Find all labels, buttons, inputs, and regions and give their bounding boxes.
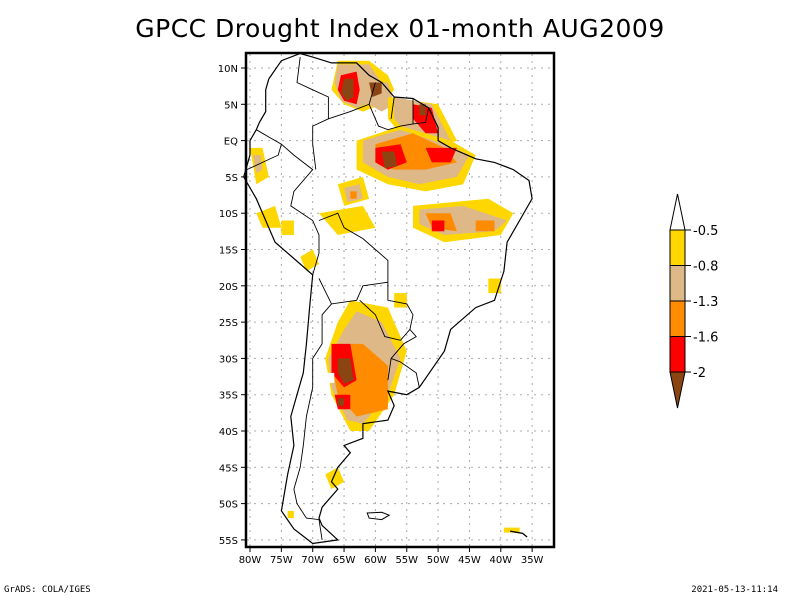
legend-label: -1.6 bbox=[693, 331, 718, 346]
legend-swatch bbox=[669, 336, 686, 373]
drought-area bbox=[337, 358, 354, 384]
country-border bbox=[318, 212, 389, 305]
color-legend: -0.5 -0.8 -1.3 -1.6 -2 bbox=[669, 193, 718, 409]
lat-tick-label: EQ bbox=[224, 137, 238, 148]
latitude-axis: 10N 5N EQ 5S 10S 15S 20S 25S 30S 35S 40S 45S 50S 55S bbox=[218, 64, 246, 547]
timestamp: 2021-05-13-11:14 bbox=[691, 585, 778, 595]
country-border bbox=[296, 57, 329, 170]
country-border bbox=[281, 143, 320, 276]
legend-label: -1.3 bbox=[693, 295, 718, 310]
lon-tick-label: 75W bbox=[270, 555, 293, 566]
drought-area bbox=[431, 220, 445, 232]
country-border bbox=[390, 357, 420, 388]
lat-tick-label: 10N bbox=[218, 64, 238, 75]
missing-data-cell bbox=[325, 372, 335, 383]
coastline bbox=[243, 52, 533, 545]
drought-area bbox=[350, 191, 357, 199]
drought-area bbox=[413, 104, 439, 134]
legend-swatch bbox=[669, 265, 686, 302]
legend-label: -0.8 bbox=[693, 260, 718, 275]
chart-title: GPCC Drought Index 01-month AUG2009 bbox=[135, 14, 665, 43]
lat-tick-label: 15S bbox=[219, 246, 238, 257]
lon-tick-label: 70W bbox=[301, 555, 324, 566]
lat-tick-label: 55S bbox=[219, 536, 238, 547]
country-border bbox=[390, 96, 395, 119]
lon-tick-label: 40W bbox=[489, 555, 512, 566]
drought-area bbox=[503, 527, 520, 533]
drought-area bbox=[281, 220, 294, 235]
drought-area bbox=[319, 205, 376, 235]
drought-area bbox=[394, 293, 407, 308]
drought-area bbox=[340, 78, 354, 101]
legend-swatch bbox=[669, 229, 686, 266]
legend-bottom-triangle bbox=[669, 371, 686, 409]
lat-tick-label: 40S bbox=[219, 427, 238, 438]
lat-tick-label: 30S bbox=[219, 354, 238, 365]
lon-tick-label: 35W bbox=[521, 555, 544, 566]
lon-tick-label: 50W bbox=[427, 555, 450, 566]
lon-tick-label: 45W bbox=[458, 555, 481, 566]
grid-lines bbox=[247, 54, 553, 546]
south-georgia bbox=[510, 530, 528, 538]
drought-area bbox=[425, 147, 457, 163]
lon-tick-label: 80W bbox=[239, 555, 262, 566]
lat-tick-label: 25S bbox=[219, 318, 238, 329]
grads-credit: GrADS: COLA/IGES bbox=[4, 585, 91, 595]
lon-tick-label: 60W bbox=[364, 555, 387, 566]
legend-swatch bbox=[669, 300, 686, 337]
plot-frame bbox=[244, 51, 556, 549]
drought-area bbox=[381, 151, 398, 169]
drought-area bbox=[325, 467, 345, 490]
drought-area bbox=[300, 249, 319, 272]
lat-tick-label: 5N bbox=[224, 100, 238, 111]
lat-tick-label: 50S bbox=[219, 500, 238, 511]
country-border bbox=[328, 82, 376, 120]
country-border bbox=[387, 329, 417, 381]
drought-area bbox=[287, 510, 294, 519]
country-border bbox=[368, 104, 430, 131]
drought-area bbox=[475, 220, 495, 232]
legend-label: -0.5 bbox=[693, 224, 718, 239]
lat-tick-label: 10S bbox=[219, 209, 238, 220]
coastlines-borders bbox=[243, 52, 533, 545]
legend-label: -2 bbox=[693, 366, 706, 381]
drought-area bbox=[256, 205, 282, 228]
lat-tick-label: 5S bbox=[225, 173, 238, 184]
longitude-axis: 80W 75W 70W 65W 60W 55W 50W 45W 40W 35W bbox=[239, 547, 544, 566]
drought-area bbox=[419, 104, 426, 116]
lat-tick-label: 20S bbox=[219, 282, 238, 293]
lon-tick-label: 65W bbox=[333, 555, 356, 566]
falkland-islands bbox=[366, 511, 391, 521]
lat-tick-label: 35S bbox=[219, 391, 238, 402]
drought-area bbox=[337, 398, 345, 406]
legend-top-triangle bbox=[669, 193, 686, 231]
lat-tick-label: 45S bbox=[219, 463, 238, 474]
country-border bbox=[293, 303, 332, 540]
country-border bbox=[246, 129, 282, 171]
lon-tick-label: 55W bbox=[395, 555, 418, 566]
